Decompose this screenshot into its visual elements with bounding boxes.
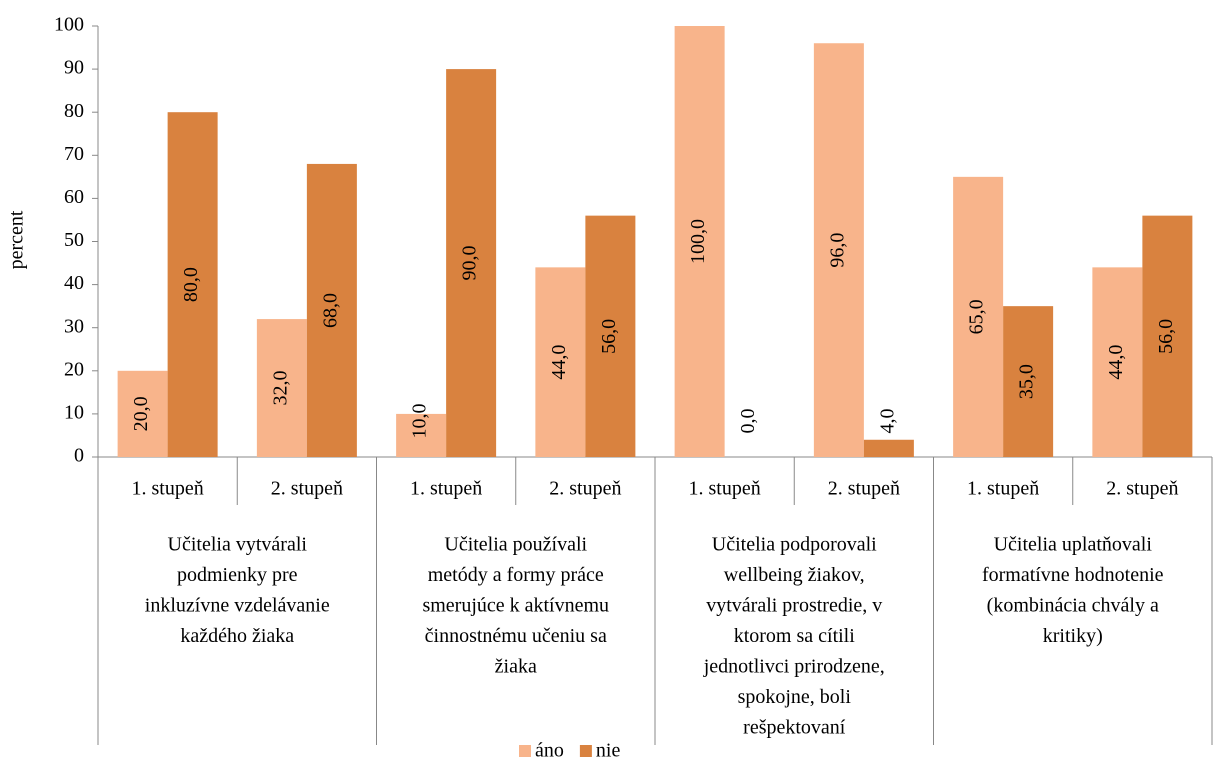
bar — [396, 413, 447, 457]
value-label: 20,0 — [130, 396, 152, 431]
group-label: jednotlivci prirodzene, — [703, 656, 885, 678]
y-tick-label: 90 — [64, 57, 84, 79]
group-label: ktorom sa cítili — [734, 625, 856, 647]
legend-label: áno — [535, 740, 564, 762]
y-tick-label: 50 — [64, 229, 84, 251]
bar — [1142, 215, 1193, 457]
group-label: každého žiaka — [180, 625, 294, 647]
value-label: 80,0 — [180, 267, 202, 302]
bar — [117, 370, 168, 457]
value-label: 0,0 — [737, 409, 759, 434]
group-label: wellbeing žiakov, — [724, 564, 865, 586]
value-label: 68,0 — [319, 293, 341, 328]
value-label: 90,0 — [459, 246, 481, 281]
y-tick-label: 10 — [64, 401, 84, 423]
x-tick-label: 1. stupeň — [132, 478, 204, 500]
group-label: vytvárali prostredie, v — [706, 595, 882, 617]
bar — [167, 112, 218, 457]
bar — [446, 69, 497, 457]
bar — [953, 176, 1004, 457]
value-label: 44,0 — [1105, 345, 1127, 380]
y-tick-label: 100 — [54, 14, 84, 36]
y-tick-label: 40 — [64, 272, 84, 294]
x-tick-label: 2. stupeň — [271, 478, 343, 500]
value-label: 32,0 — [269, 371, 291, 406]
bar — [256, 319, 307, 457]
group-label: metódy a formy práce — [428, 564, 604, 586]
bar — [585, 215, 636, 457]
bar — [863, 439, 914, 457]
value-label: 44,0 — [548, 345, 570, 380]
bar — [1092, 267, 1143, 457]
y-tick-label: 0 — [74, 445, 84, 467]
group-label: Učitelia používali — [444, 534, 587, 556]
x-tick-label: 1. stupeň — [410, 478, 482, 500]
value-label: 56,0 — [1155, 319, 1177, 354]
group-label: smerujúce k aktívnemu — [422, 595, 609, 617]
group-label: kritiky) — [1043, 625, 1103, 647]
y-tick-label: 60 — [64, 186, 84, 208]
group-label: Učitelia vytvárali — [168, 534, 308, 556]
bar — [535, 267, 586, 457]
group-label: žiaka — [495, 656, 537, 678]
bar — [306, 163, 357, 458]
group-label: spokojne, boli — [738, 686, 852, 708]
legend-label: nie — [596, 740, 621, 762]
group-label: (kombinácia chvály a — [987, 595, 1159, 617]
value-label: 100,0 — [687, 219, 709, 264]
y-axis-label: percent — [6, 210, 28, 269]
legend-swatch — [519, 745, 531, 757]
x-tick-label: 1. stupeň — [967, 478, 1039, 500]
x-tick-label: 2. stupeň — [828, 478, 900, 500]
y-tick-label: 70 — [64, 143, 84, 165]
x-tick-label: 2. stupeň — [549, 478, 621, 500]
bar — [674, 26, 725, 457]
group-label: podmienky pre — [177, 564, 298, 586]
y-tick-label: 30 — [64, 315, 84, 337]
value-label: 56,0 — [598, 319, 620, 354]
group-label: rešpektovaní — [743, 717, 846, 739]
value-label: 65,0 — [966, 299, 988, 334]
group-label: Učitelia uplatňovali — [994, 534, 1153, 556]
x-tick-label: 1. stupeň — [689, 478, 761, 500]
group-label: inkluzívne vzdelávanie — [145, 595, 330, 617]
value-label: 96,0 — [826, 233, 848, 268]
y-tick-label: 20 — [64, 358, 84, 380]
bar — [813, 43, 864, 458]
x-tick-label: 2. stupeň — [1106, 478, 1178, 500]
group-label: Učitelia podporovali — [712, 534, 877, 556]
legend-swatch — [579, 745, 592, 757]
value-label: 4,0 — [876, 409, 898, 434]
value-label: 10,0 — [409, 404, 431, 439]
y-tick-label: 80 — [64, 100, 84, 122]
bar — [1003, 306, 1054, 457]
value-label: 35,0 — [1016, 364, 1038, 399]
group-label: formatívne hodnotenie — [982, 564, 1164, 586]
group-label: činnostnému učeniu sa — [425, 625, 607, 647]
